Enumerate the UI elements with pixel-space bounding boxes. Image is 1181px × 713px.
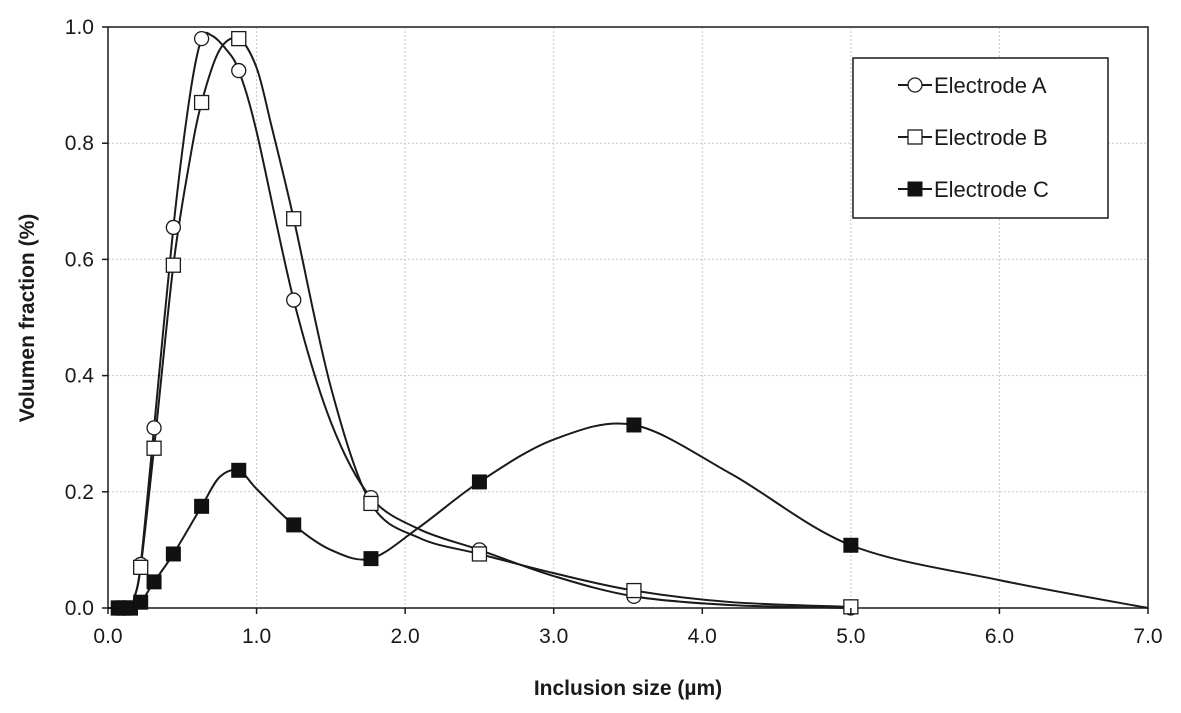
x-tick-label: 5.0 bbox=[836, 625, 865, 648]
electrode-c-point bbox=[471, 474, 487, 490]
x-tick-label: 6.0 bbox=[985, 625, 1014, 648]
electrode-c-point bbox=[231, 462, 247, 478]
electrode-b-point bbox=[626, 582, 642, 599]
legend-label-electrode-a: Electrode A bbox=[934, 73, 1047, 98]
x-tick-label: 2.0 bbox=[391, 625, 420, 648]
electrode-c-point bbox=[133, 594, 149, 610]
legend-label-electrode-c: Electrode C bbox=[934, 177, 1049, 202]
x-axis-title: Inclusion size (µm) bbox=[534, 677, 722, 700]
y-tick-label: 1.0 bbox=[65, 16, 94, 39]
electrode-c-point bbox=[146, 574, 162, 590]
electrode-b-line bbox=[107, 36, 851, 610]
x-tick-label: 3.0 bbox=[539, 625, 568, 648]
y-tick-label: 0.8 bbox=[65, 132, 94, 155]
electrode-b-point bbox=[165, 257, 182, 273]
legend: Electrode A Electrode B Electrode C bbox=[852, 57, 1109, 219]
x-tick-label: 4.0 bbox=[688, 625, 717, 648]
electrode-a-line bbox=[107, 31, 851, 610]
plot-area-frame bbox=[107, 26, 1149, 609]
electrode-b-point bbox=[193, 94, 210, 111]
y-tick-label: 0.0 bbox=[65, 597, 94, 620]
y-axis-title: Volumen fraction (%) bbox=[16, 214, 39, 422]
electrode-b-point bbox=[471, 546, 488, 562]
electrode-c-point bbox=[286, 517, 302, 533]
electrode-a-point bbox=[146, 420, 162, 436]
electrode-b-point bbox=[231, 30, 247, 47]
x-tick-label: 1.0 bbox=[242, 625, 271, 648]
electrode-c-line bbox=[107, 422, 1149, 610]
electrode-b-point bbox=[133, 559, 149, 575]
electrode-c-point bbox=[363, 551, 379, 567]
electrode-a-point bbox=[193, 30, 210, 47]
electrode-a-point bbox=[165, 219, 182, 236]
electrode-c-point bbox=[626, 417, 642, 433]
x-axis-ticks: 0.0 1.0 2.0 3.0 4.0 5.0 6.0 7.0 bbox=[93, 608, 1163, 648]
grid bbox=[108, 27, 1148, 608]
electrode-b-point bbox=[286, 211, 302, 227]
electrode-a-point bbox=[231, 62, 247, 79]
electrode-a-point bbox=[286, 292, 302, 308]
electrode-b-point bbox=[146, 440, 162, 456]
legend-marker-electrode-b bbox=[907, 129, 923, 145]
y-tick-label: 0.6 bbox=[65, 248, 94, 271]
legend-marker-electrode-a bbox=[907, 77, 923, 93]
electrode-c-point bbox=[194, 498, 210, 514]
legend-label-electrode-b: Electrode B bbox=[934, 125, 1048, 150]
legend-marker-electrode-c bbox=[907, 181, 923, 197]
x-tick-label: 0.0 bbox=[93, 625, 122, 648]
y-tick-label: 0.2 bbox=[65, 481, 94, 504]
y-axis-ticks: 0.0 0.2 0.4 0.6 0.8 1.0 bbox=[65, 16, 108, 620]
marker-layer bbox=[110, 30, 859, 616]
x-tick-label: 7.0 bbox=[1133, 625, 1162, 648]
y-tick-label: 0.4 bbox=[65, 365, 95, 388]
electrode-b-point bbox=[363, 495, 379, 512]
electrode-c-point bbox=[165, 546, 181, 562]
electrode-c-point bbox=[843, 537, 859, 553]
legend-box bbox=[852, 57, 1109, 219]
